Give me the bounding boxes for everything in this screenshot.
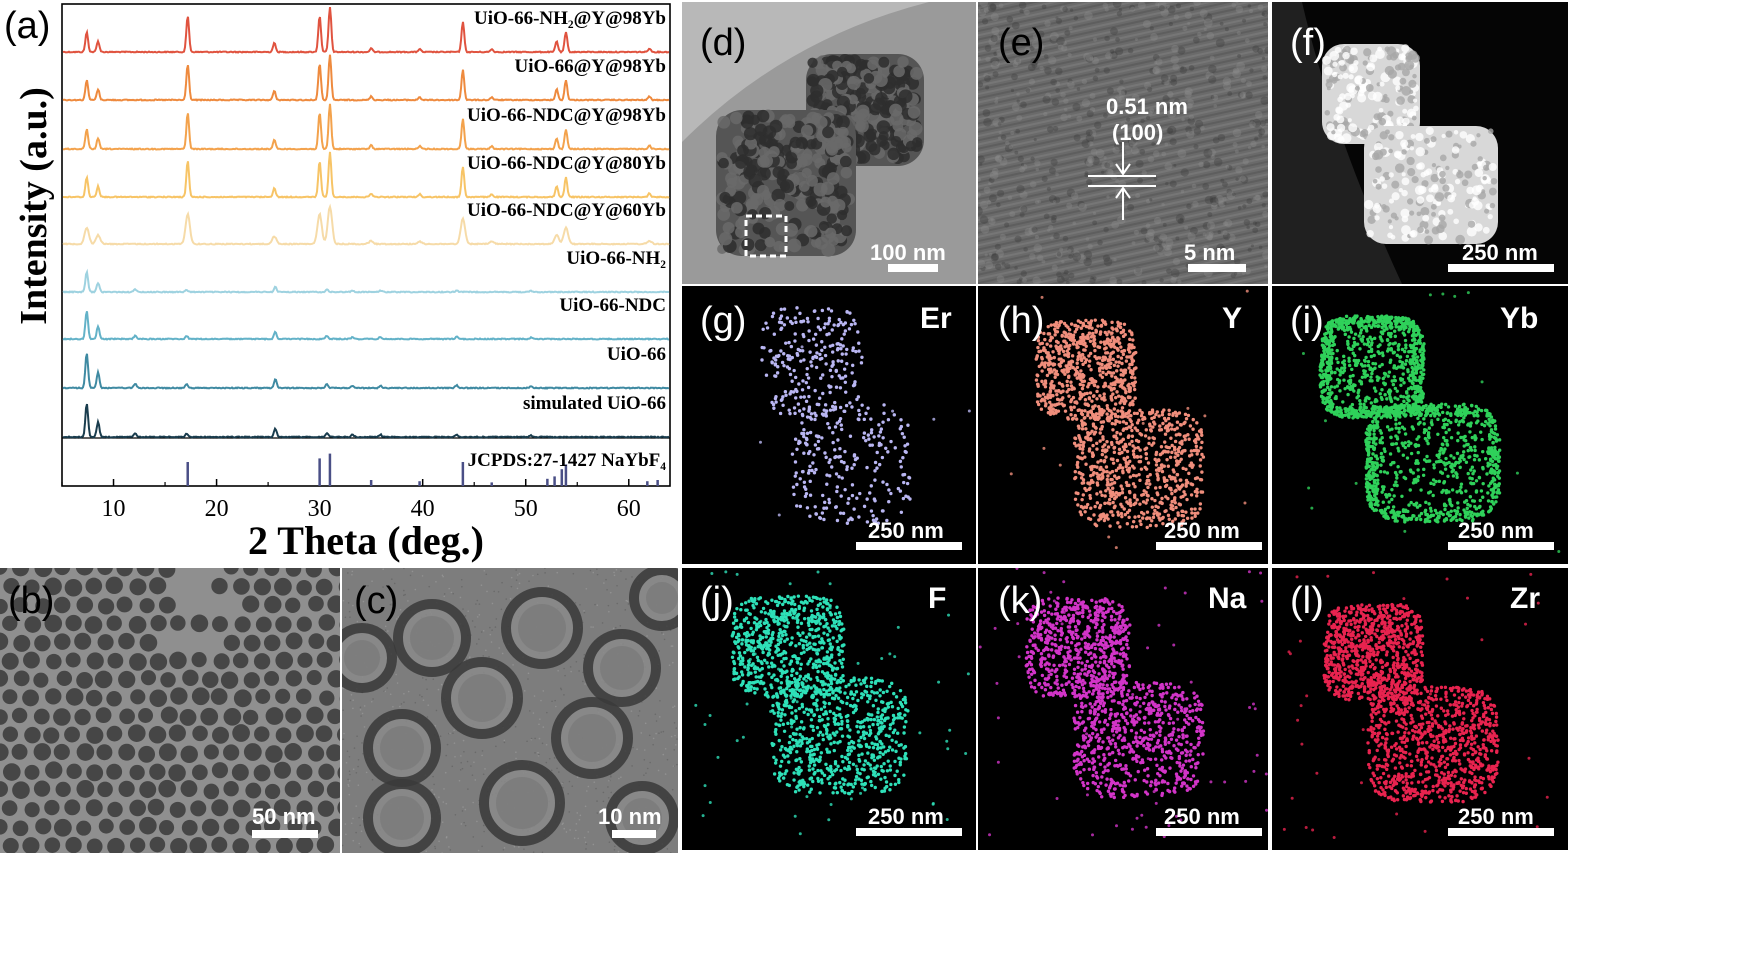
series-label: UiO-66-NDC@Y@98Yb	[467, 105, 666, 126]
eds-map-yb: (i) Yb 250 nm	[1272, 286, 1568, 564]
reference-label: JCPDS:27-1427 NaYbF₄	[468, 450, 667, 471]
eds-map-zr: (l) Zr 250 nm	[1272, 568, 1568, 850]
xrd-series-line	[62, 6, 670, 54]
scale-bar-i	[1448, 542, 1554, 550]
x-tick-label: 60	[617, 496, 641, 522]
panel-label-f: (f)	[1290, 22, 1326, 64]
series-label: simulated UiO-66	[523, 393, 666, 414]
panel-label-h: (h)	[998, 300, 1045, 342]
scale-bar-j	[856, 828, 962, 836]
tem-panel-c: (c) 10 nm	[342, 568, 678, 853]
element-label-f: F	[928, 582, 947, 615]
panel-label-d: (d)	[700, 22, 747, 64]
tem-panel-d: (d) 100 nm	[682, 2, 976, 284]
scale-label-c: 10 nm	[598, 804, 662, 829]
element-label-zr: Zr	[1510, 582, 1540, 615]
haadf-panel-f: (f) 250 nm	[1272, 2, 1568, 284]
panel-label-k: (k)	[998, 580, 1043, 622]
tem-image-b	[0, 568, 340, 853]
eds-map-na: (k) Na 250 nm	[978, 568, 1268, 850]
xrd-chart-panel: 10 20 30 40 50 60 2 Theta (deg.) Intensity (a.u…	[0, 0, 690, 568]
scale-bar-f	[1448, 264, 1554, 272]
xrd-series-line	[62, 103, 670, 151]
hrtem-image-e	[978, 2, 1268, 284]
series-label: UiO-66	[607, 344, 666, 365]
series-label: UiO-66@Y@98Yb	[515, 56, 666, 77]
panel-label-l: (l)	[1290, 580, 1324, 622]
scale-bar-l	[1448, 828, 1554, 836]
panel-label-c: (c)	[354, 580, 399, 622]
eds-dots-f	[694, 570, 970, 836]
eds-map-f: (j) F 250 nm	[682, 568, 976, 850]
eds-map-y: (h) Y 250 nm	[978, 286, 1268, 564]
scale-bar-h	[1156, 542, 1262, 550]
scale-label-l: 250 nm	[1458, 804, 1534, 829]
lattice-plane-label: (100)	[1112, 120, 1164, 145]
panel-label-i: (i)	[1290, 300, 1324, 342]
element-label-na: Na	[1208, 582, 1247, 615]
series-label: UiO-66-NH₂@Y@98Yb	[474, 8, 666, 29]
series-label: UiO-66-NDC	[559, 295, 666, 316]
panel-label-b: (b)	[8, 580, 55, 622]
x-tick-label: 50	[514, 496, 538, 522]
eds-dots-zr	[1282, 571, 1549, 840]
scale-bar-c	[612, 830, 656, 838]
scale-label-g: 250 nm	[868, 518, 944, 543]
eds-dots-y	[1009, 289, 1249, 550]
eds-map-er: (g) Er 250 nm	[682, 286, 976, 564]
x-tick-label: 20	[205, 496, 229, 522]
zoom-region-box	[744, 214, 788, 258]
scale-label-d: 100 nm	[870, 240, 946, 265]
tem-panel-b: (b) 50 nm	[0, 568, 340, 853]
scale-label-f: 250 nm	[1462, 240, 1538, 265]
panel-label-g: (g)	[700, 300, 747, 342]
xrd-series-line	[62, 311, 670, 341]
tem-image-d	[682, 2, 976, 258]
x-tick-label: 10	[102, 496, 126, 522]
scale-label-e: 5 nm	[1184, 240, 1236, 265]
element-label-y: Y	[1222, 302, 1243, 335]
x-tick-label: 30	[308, 496, 332, 522]
x-tick-label: 40	[411, 496, 435, 522]
panel-label-e: (e)	[998, 22, 1045, 64]
element-label-er: Er	[920, 302, 952, 335]
x-axis-label: 2 Theta (deg.)	[248, 518, 484, 563]
eds-dots-er	[758, 306, 971, 525]
scale-label-j: 250 nm	[868, 804, 944, 829]
xrd-series-line	[62, 203, 670, 246]
panel-label-j: (j)	[700, 580, 734, 622]
scale-bar-e	[1188, 264, 1246, 272]
xrd-chart: 10 20 30 40 50 60 2 Theta (deg.) Intensity (a.u…	[4, 3, 671, 563]
scale-bar-k	[1156, 828, 1262, 836]
xrd-series-line	[62, 403, 670, 439]
xrd-series-line	[62, 353, 670, 390]
series-label: UiO-66-NH₂	[566, 248, 666, 269]
y-axis-label: Intensity (a.u.)	[13, 87, 55, 325]
scale-label-k: 250 nm	[1164, 804, 1240, 829]
scale-label-b: 50 nm	[252, 804, 316, 829]
plot-frame	[61, 3, 671, 487]
panel-label-a: (a)	[4, 5, 50, 47]
xrd-series-line	[62, 54, 670, 102]
scale-label-h: 250 nm	[1164, 518, 1240, 543]
xrd-series-line	[62, 268, 670, 294]
scale-label-i: 250 nm	[1458, 518, 1534, 543]
element-label-yb: Yb	[1500, 302, 1539, 335]
scale-bar-d	[888, 264, 938, 272]
lattice-spacing-label: 0.51 nm	[1106, 94, 1188, 119]
eds-dots-yb	[1301, 291, 1561, 554]
scale-bar-g	[856, 542, 962, 550]
series-label: UiO-66-NDC@Y@80Yb	[467, 153, 666, 174]
hrtem-panel-e: (e) 0.51 nm (100) 5 nm	[978, 2, 1268, 284]
haadf-image-f	[1272, 2, 1498, 284]
xrd-series-line	[63, 151, 670, 199]
scale-bar-b	[252, 830, 318, 838]
series-label: UiO-66-NDC@Y@60Yb	[467, 200, 666, 221]
lattice-spacing-marker	[1088, 142, 1156, 220]
